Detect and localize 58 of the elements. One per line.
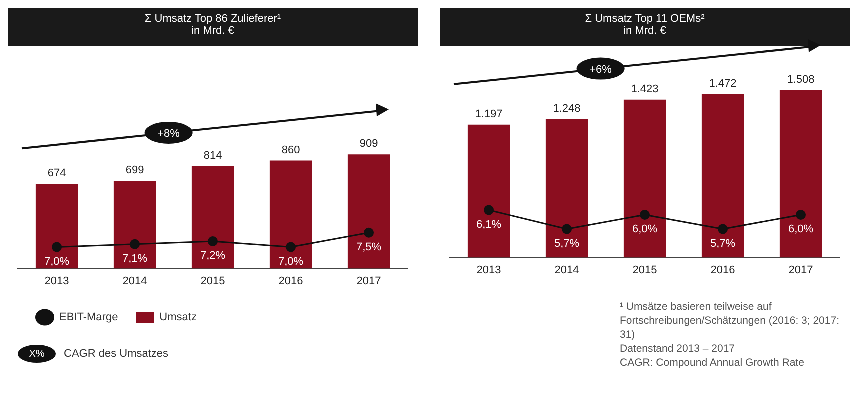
chart-title: Σ Umsatz Top 86 Zulieferer¹ — [144, 13, 282, 25]
data-label: 909 — [360, 138, 378, 150]
data-label: 6,0% — [632, 224, 658, 236]
text: Datenstand 2013 – 2017 — [620, 342, 736, 356]
bar — [546, 119, 588, 258]
point — [286, 242, 296, 252]
x-tick-label: 2016 — [278, 275, 304, 288]
text: ¹ Umsätze basieren teilweise auf Fortschreibungen/Schätzungen (2016: 3; 2017: 31) — [620, 300, 840, 342]
bar — [114, 180, 156, 269]
data-label: 1.197 — [475, 108, 503, 120]
data-label: 860 — [282, 144, 300, 156]
point — [364, 228, 374, 238]
chart-subtitle: in Mrd. € — [190, 25, 236, 37]
data-label: 5,7% — [554, 238, 580, 250]
x-tick-label: 2013 — [44, 275, 70, 288]
text: CAGR: Compound Annual Growth Rate — [620, 356, 806, 370]
data-label: 7,0% — [278, 256, 304, 268]
oval-badge: +8% — [144, 122, 193, 144]
data-label: 699 — [126, 164, 144, 176]
data-label: 1.508 — [787, 74, 815, 86]
legend-label: Umsatz — [160, 312, 197, 324]
bar — [624, 100, 666, 258]
data-label: 674 — [48, 168, 66, 180]
data-label: 6,1% — [476, 218, 502, 231]
text: CAGR des Umsatzes — [64, 348, 169, 360]
x-tick-label: 2014 — [554, 264, 580, 276]
oval-badge: +6% — [576, 58, 625, 80]
bar — [348, 154, 390, 269]
x-tick-label: 2015 — [200, 275, 226, 288]
bar — [780, 90, 822, 258]
data-label: 1.248 — [553, 102, 581, 115]
x-tick-label: 2016 — [710, 264, 736, 276]
chart-subtitle: in Mrd. € — [622, 25, 668, 37]
bar — [36, 184, 78, 269]
data-label: 1.472 — [709, 78, 737, 90]
bar — [468, 124, 510, 258]
data-label: 6,0% — [788, 224, 814, 236]
point — [130, 239, 140, 250]
bar — [270, 160, 312, 269]
oval-badge: X% — [18, 345, 56, 363]
data-label: 1.423 — [631, 83, 659, 96]
data-label: 7,5% — [356, 241, 382, 254]
x-tick-label: 2013 — [476, 264, 502, 276]
data-label: 5,7% — [710, 238, 736, 250]
x-tick-label: 2017 — [356, 275, 382, 288]
data-label: 7,1% — [122, 252, 148, 265]
x-tick-label: 2015 — [632, 264, 658, 276]
data-label: 814 — [204, 150, 222, 162]
data-label: 7,0% — [44, 256, 70, 268]
point — [208, 236, 218, 247]
x-tick-label: 2017 — [788, 264, 814, 276]
chart-title: Σ Umsatz Top 11 OEMs² — [584, 13, 706, 25]
bar — [192, 166, 234, 269]
legend-label: EBIT-Marge — [60, 312, 118, 324]
x-tick-label: 2014 — [122, 275, 148, 288]
bar — [702, 94, 744, 258]
data-label: 7,2% — [200, 250, 226, 262]
point — [52, 242, 62, 252]
